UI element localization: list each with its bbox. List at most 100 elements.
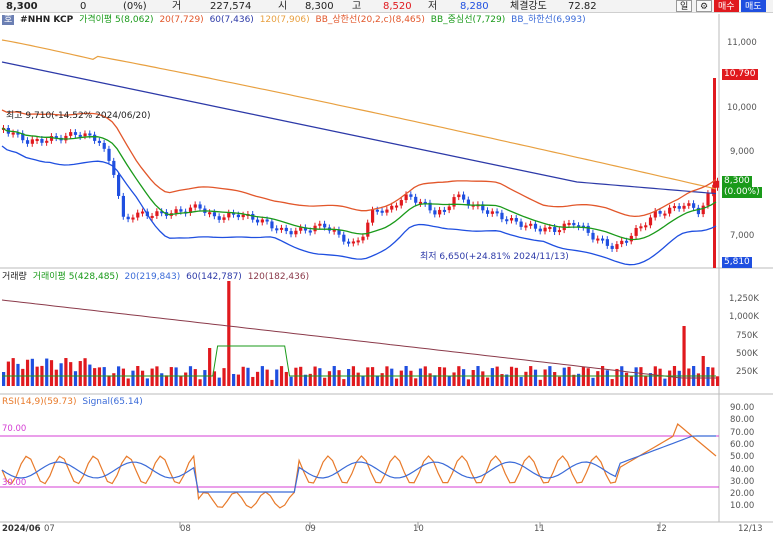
price-candle xyxy=(648,217,653,226)
rsi-axis-label: 70.00 xyxy=(730,427,755,438)
price-candle xyxy=(533,223,538,229)
price-candle xyxy=(653,211,657,218)
volume-bar xyxy=(160,373,164,386)
volume-bar xyxy=(696,373,701,386)
price-candle xyxy=(524,225,528,228)
ma20-bb-mid-line xyxy=(1,127,717,241)
volume-bar xyxy=(572,374,576,386)
volume-bar xyxy=(466,379,471,386)
rsi-axis-label: 50.00 xyxy=(730,452,755,463)
price-candle xyxy=(644,225,648,228)
price-candle xyxy=(78,134,82,137)
price-candle xyxy=(433,210,437,215)
volume-bar xyxy=(648,373,653,386)
volume-bar xyxy=(284,371,288,386)
legend-ma5: 가격이평 5(8,062) xyxy=(79,15,154,25)
volume-bar xyxy=(409,370,413,386)
price-candle xyxy=(620,240,624,245)
volume-bar xyxy=(505,374,509,386)
price-candle xyxy=(351,241,356,244)
volume-bar xyxy=(279,366,284,386)
volume-bar xyxy=(533,369,538,386)
volume-bar xyxy=(208,348,212,386)
volume-bar xyxy=(519,377,523,386)
price-candle xyxy=(236,214,241,218)
volume-bar xyxy=(624,372,629,386)
rsi-area xyxy=(0,424,716,508)
price-axis-label: 11,000 xyxy=(727,38,757,48)
price-candle xyxy=(107,148,111,161)
volume-bar xyxy=(193,369,197,386)
period-button[interactable]: 일 xyxy=(676,0,693,12)
price-candle xyxy=(505,219,509,222)
volume-bar xyxy=(260,366,264,386)
volume-bar xyxy=(610,379,614,386)
price-candle xyxy=(361,236,365,241)
price-candle xyxy=(93,134,97,141)
volume-bar xyxy=(212,371,217,386)
price-candle xyxy=(605,239,609,246)
legend-ma20: 20(7,729) xyxy=(159,15,204,25)
legend-vol-ma20: 20(219,843) xyxy=(124,272,181,282)
volume-bar xyxy=(21,368,25,386)
date-start: 2024/06 xyxy=(2,524,41,534)
volume-label: 거 xyxy=(172,1,182,12)
price-candle xyxy=(131,217,135,220)
price-candle xyxy=(299,227,303,231)
volume-bar xyxy=(327,371,332,386)
volume-bar xyxy=(462,369,466,386)
price-axis-label: 7,000 xyxy=(730,231,755,241)
rsi-axis-label: 10.00 xyxy=(730,501,755,512)
volume-bar xyxy=(289,376,293,386)
price-candle xyxy=(366,222,370,237)
legend-bb-lower: BB_하한선(6,993) xyxy=(511,15,586,25)
volume-bar xyxy=(490,368,494,386)
date-month: 09 xyxy=(305,524,316,534)
volume-bar xyxy=(222,368,226,386)
volume-bar xyxy=(107,375,111,386)
price-candle xyxy=(514,218,518,222)
price-candle xyxy=(49,136,54,141)
price-candle xyxy=(73,132,78,135)
volume-bar xyxy=(524,371,528,386)
price-candle xyxy=(69,132,73,136)
price-candle xyxy=(232,212,236,215)
price-candle xyxy=(30,139,34,144)
price-candle xyxy=(155,211,159,216)
volume-bar xyxy=(126,378,130,386)
price-candle xyxy=(682,205,686,209)
price-candle xyxy=(121,195,125,217)
volume-bar xyxy=(145,378,149,386)
date-month: 08 xyxy=(180,524,191,534)
gear-icon[interactable]: ⚙ xyxy=(696,0,713,12)
volume-bar xyxy=(347,368,351,386)
volume-bar xyxy=(452,372,456,386)
volume-bar xyxy=(586,368,590,386)
current-price-tag: 8,300 xyxy=(722,176,752,187)
rsi-axis-label: 90.00 xyxy=(730,403,755,413)
price-candle xyxy=(35,139,39,142)
volume-bar xyxy=(270,379,274,386)
price-candle xyxy=(581,225,586,228)
price-candle xyxy=(586,225,590,233)
symbol-name: #NHN KCP xyxy=(20,15,74,25)
price-candle xyxy=(279,227,284,230)
buy-button[interactable]: 매수 xyxy=(714,0,739,12)
price-candle xyxy=(265,219,269,222)
price-candle xyxy=(179,209,183,212)
open-label: 시 xyxy=(278,1,288,12)
rsi-level-70: 70.00 xyxy=(2,424,27,434)
volume-bar xyxy=(361,376,365,386)
price-candle xyxy=(97,140,102,143)
volume-bar xyxy=(557,376,562,386)
volume-bar xyxy=(577,373,581,386)
volume-bar xyxy=(438,367,442,386)
sell-button[interactable]: 매도 xyxy=(741,0,766,12)
current-price: 8,300 xyxy=(6,1,38,12)
price-candle xyxy=(696,207,701,215)
volume-bar xyxy=(553,372,557,386)
volume-bar xyxy=(615,368,619,386)
price-candle xyxy=(126,216,130,220)
